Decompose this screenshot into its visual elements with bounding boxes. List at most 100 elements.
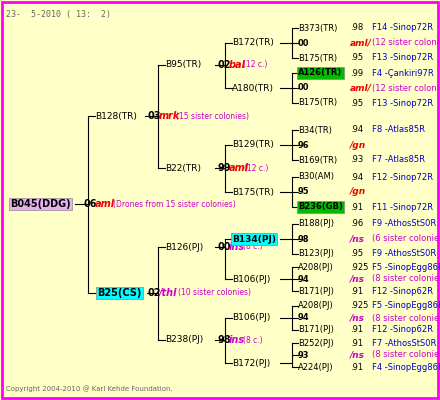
Text: B175(TR): B175(TR) bbox=[298, 54, 337, 62]
Text: 23-  5-2010 ( 13:  2): 23- 5-2010 ( 13: 2) bbox=[6, 10, 111, 19]
Text: A180(TR): A180(TR) bbox=[232, 84, 274, 92]
Text: mrk: mrk bbox=[159, 111, 180, 121]
Text: aml/: aml/ bbox=[350, 38, 372, 48]
Text: F12 -Sinop72R: F12 -Sinop72R bbox=[372, 172, 433, 182]
Text: /ns: /ns bbox=[350, 234, 365, 244]
Text: (10 sister colonies): (10 sister colonies) bbox=[178, 288, 251, 298]
Text: F13 -Sinop72R: F13 -Sinop72R bbox=[372, 54, 433, 62]
Text: B95(TR): B95(TR) bbox=[165, 60, 201, 70]
Text: F14 -Sinop72R: F14 -Sinop72R bbox=[372, 24, 433, 32]
Text: (8 sister colonies): (8 sister colonies) bbox=[372, 314, 440, 322]
Text: .91: .91 bbox=[350, 338, 363, 348]
Text: A126(TR): A126(TR) bbox=[298, 68, 342, 78]
Text: (Drones from 15 sister colonies): (Drones from 15 sister colonies) bbox=[113, 200, 236, 208]
Text: F4 -SinopEgg86R: F4 -SinopEgg86R bbox=[372, 362, 440, 372]
Text: (15 sister colonies): (15 sister colonies) bbox=[176, 112, 249, 120]
Text: A208(PJ): A208(PJ) bbox=[298, 262, 334, 272]
Text: F12 -Sinop62R: F12 -Sinop62R bbox=[372, 286, 433, 296]
Text: (6 sister colonies): (6 sister colonies) bbox=[372, 234, 440, 244]
Text: 02: 02 bbox=[217, 60, 231, 70]
Text: 06: 06 bbox=[83, 199, 96, 209]
Text: .91: .91 bbox=[350, 326, 363, 334]
Text: 93: 93 bbox=[298, 350, 309, 360]
Text: .99: .99 bbox=[350, 68, 363, 78]
Text: bal: bal bbox=[229, 60, 246, 70]
Text: aml: aml bbox=[229, 163, 249, 173]
Text: (8 sister colonies): (8 sister colonies) bbox=[372, 274, 440, 284]
Text: F7 -Atlas85R: F7 -Atlas85R bbox=[372, 156, 425, 164]
Text: B169(TR): B169(TR) bbox=[298, 156, 337, 164]
Text: B22(TR): B22(TR) bbox=[165, 164, 201, 172]
Text: B25(CS): B25(CS) bbox=[97, 288, 141, 298]
Text: /thl: /thl bbox=[159, 288, 177, 298]
Text: /ns: /ns bbox=[350, 274, 365, 284]
Text: F4 -Çankiri97R: F4 -Çankiri97R bbox=[372, 68, 434, 78]
Text: 00: 00 bbox=[298, 84, 309, 92]
Text: -: - bbox=[77, 199, 81, 209]
Text: B34(TR): B34(TR) bbox=[298, 126, 332, 134]
Text: A224(PJ): A224(PJ) bbox=[298, 362, 334, 372]
Text: F5 -SinopEgg86R: F5 -SinopEgg86R bbox=[372, 262, 440, 272]
Text: 99: 99 bbox=[217, 163, 231, 173]
Text: .95: .95 bbox=[350, 54, 363, 62]
Text: .91: .91 bbox=[350, 202, 363, 212]
Text: .94: .94 bbox=[350, 172, 363, 182]
Text: B373(TR): B373(TR) bbox=[298, 24, 337, 32]
Text: A208(PJ): A208(PJ) bbox=[298, 302, 334, 310]
Text: 94: 94 bbox=[298, 274, 310, 284]
Text: 98: 98 bbox=[217, 335, 231, 345]
Text: 96: 96 bbox=[298, 140, 310, 150]
Text: B123(PJ): B123(PJ) bbox=[298, 250, 334, 258]
Text: ins: ins bbox=[229, 242, 245, 252]
Text: /gn: /gn bbox=[350, 140, 366, 150]
Text: F11 -Sinop72R: F11 -Sinop72R bbox=[372, 202, 433, 212]
Text: .925: .925 bbox=[350, 302, 368, 310]
Text: B236(GB): B236(GB) bbox=[298, 202, 343, 212]
Text: B128(TR): B128(TR) bbox=[95, 112, 137, 120]
Text: 94: 94 bbox=[298, 314, 310, 322]
Text: ins: ins bbox=[229, 335, 245, 345]
Text: B172(TR): B172(TR) bbox=[232, 38, 274, 48]
Text: (12 c.): (12 c.) bbox=[244, 164, 268, 172]
Text: 00: 00 bbox=[217, 242, 231, 252]
Text: F12 -Sinop62R: F12 -Sinop62R bbox=[372, 326, 433, 334]
Text: aml: aml bbox=[95, 199, 115, 209]
Text: (8 sister colonies): (8 sister colonies) bbox=[372, 350, 440, 360]
Text: B30(AM): B30(AM) bbox=[298, 172, 334, 182]
Text: /ns: /ns bbox=[350, 314, 365, 322]
Text: (8 c.): (8 c.) bbox=[243, 336, 263, 344]
Text: B129(TR): B129(TR) bbox=[232, 140, 274, 150]
Text: 03: 03 bbox=[147, 111, 161, 121]
Text: B175(TR): B175(TR) bbox=[298, 98, 337, 108]
Text: .93: .93 bbox=[350, 156, 363, 164]
Text: F7 -AthosStS0R: F7 -AthosStS0R bbox=[372, 338, 436, 348]
Text: .925: .925 bbox=[350, 262, 368, 272]
Text: (12 sister colonies): (12 sister colonies) bbox=[372, 38, 440, 48]
Text: B238(PJ): B238(PJ) bbox=[165, 336, 203, 344]
Text: B188(PJ): B188(PJ) bbox=[298, 220, 334, 228]
Text: Copyright 2004-2010 @ Karl Kehde Foundation.: Copyright 2004-2010 @ Karl Kehde Foundat… bbox=[6, 385, 173, 392]
Text: F5 -SinopEgg86R: F5 -SinopEgg86R bbox=[372, 302, 440, 310]
Text: /ns: /ns bbox=[350, 350, 365, 360]
Text: aml/: aml/ bbox=[350, 84, 372, 92]
Text: /gn: /gn bbox=[350, 188, 366, 196]
Text: (12 sister colonies): (12 sister colonies) bbox=[372, 84, 440, 92]
Text: B106(PJ): B106(PJ) bbox=[232, 314, 270, 322]
Text: .95: .95 bbox=[350, 98, 363, 108]
Text: (8 c.): (8 c.) bbox=[243, 242, 263, 252]
Text: B171(PJ): B171(PJ) bbox=[298, 286, 334, 296]
Text: F9 -AthosStS0R: F9 -AthosStS0R bbox=[372, 250, 436, 258]
Text: 00: 00 bbox=[298, 38, 309, 48]
Text: B134(PJ): B134(PJ) bbox=[232, 234, 276, 244]
Text: F8 -Atlas85R: F8 -Atlas85R bbox=[372, 126, 425, 134]
Text: B106(PJ): B106(PJ) bbox=[232, 274, 270, 284]
Text: .91: .91 bbox=[350, 362, 363, 372]
Text: .95: .95 bbox=[350, 250, 363, 258]
Text: B252(PJ): B252(PJ) bbox=[298, 338, 334, 348]
Text: B171(PJ): B171(PJ) bbox=[298, 326, 334, 334]
Text: B045(DDG): B045(DDG) bbox=[10, 199, 71, 209]
Text: F9 -AthosStS0R: F9 -AthosStS0R bbox=[372, 220, 436, 228]
Text: B175(TR): B175(TR) bbox=[232, 188, 274, 196]
Text: .96: .96 bbox=[350, 220, 363, 228]
Text: .94: .94 bbox=[350, 126, 363, 134]
